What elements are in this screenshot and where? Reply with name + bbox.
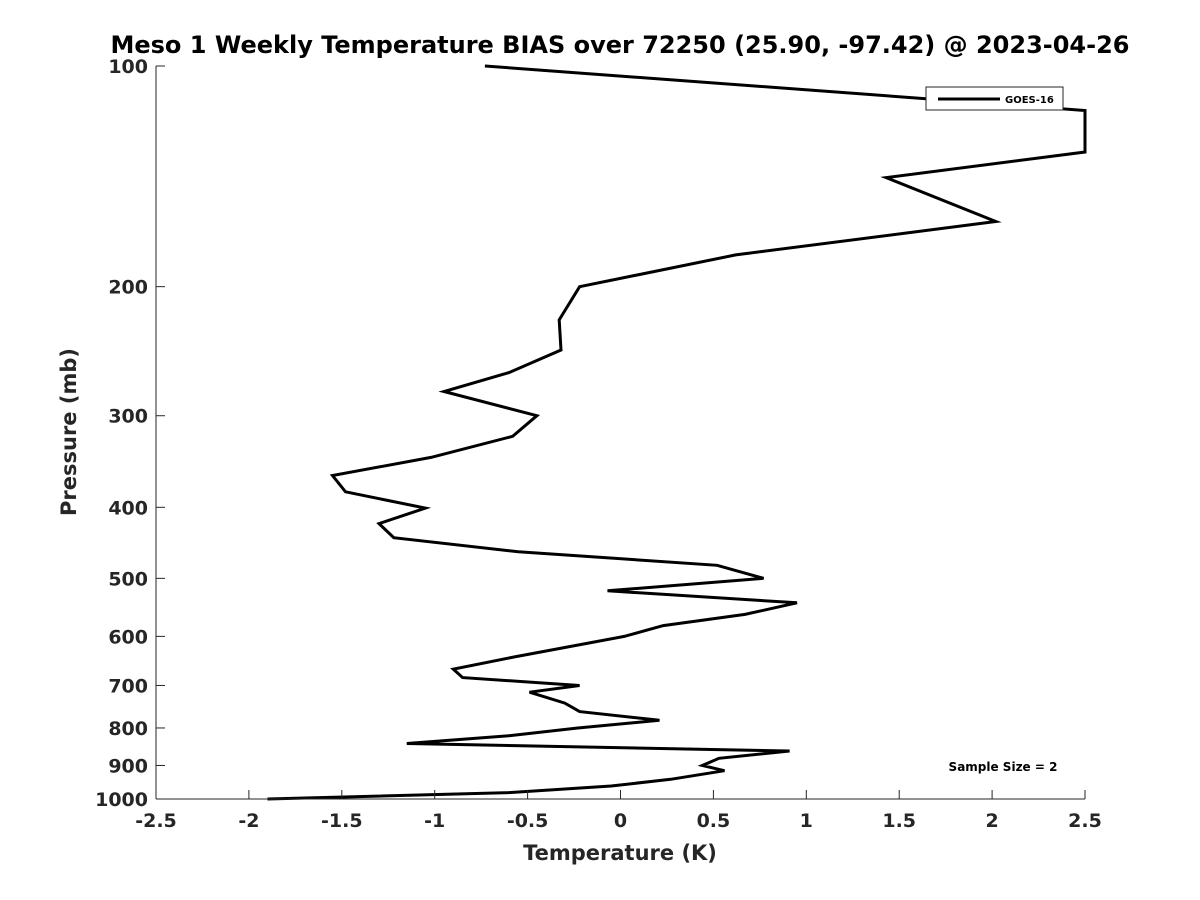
legend: GOES-16 xyxy=(925,86,1064,111)
chart-title: Meso 1 Weekly Temperature BIAS over 7225… xyxy=(110,31,1129,59)
x-tick-label: -2 xyxy=(238,810,259,832)
y-axis-label: Pressure (mb) xyxy=(57,348,81,516)
y-tick-label: 100 xyxy=(108,56,148,78)
series-line-goes16 xyxy=(267,64,1087,801)
x-axis-label: Temperature (K) xyxy=(523,841,717,865)
axes-background xyxy=(156,66,1085,799)
x-tick-label: 0 xyxy=(614,810,627,832)
series-layer xyxy=(267,64,1087,801)
y-tick-label: 700 xyxy=(108,675,148,697)
y-tick-label: 600 xyxy=(108,626,148,648)
x-tick-label: 1 xyxy=(800,810,813,832)
y-tick-label: 200 xyxy=(108,277,148,299)
y-tick-label: 1000 xyxy=(95,789,148,811)
sample-size-annotation: Sample Size = 2 xyxy=(949,760,1058,774)
x-tick-label: -1 xyxy=(424,810,445,832)
legend-label-goes16: GOES-16 xyxy=(1005,95,1054,106)
y-tick-label: 900 xyxy=(108,755,148,777)
x-tick-label: 1.5 xyxy=(882,810,916,832)
x-tick-label: 2.5 xyxy=(1068,810,1102,832)
y-ticks: 100 200 300 400 500 600 700 800 900 1000 xyxy=(95,56,165,811)
x-ticks: -2.5 -2 -1.5 -1 -0.5 0 0.5 1 1.5 2 2.5 xyxy=(135,790,1102,832)
y-tick-label: 300 xyxy=(108,406,148,428)
x-tick-label: -0.5 xyxy=(507,810,549,832)
x-tick-label: 2 xyxy=(985,810,998,832)
y-tick-label: 500 xyxy=(108,568,148,590)
x-tick-label: -1.5 xyxy=(321,810,363,832)
y-tick-label: 800 xyxy=(108,718,148,740)
x-tick-label: -2.5 xyxy=(135,810,177,832)
plot-area: -2.5 -2 -1.5 -1 -0.5 0 0.5 1 1.5 2 2.5 100 200 300 40… xyxy=(95,56,1102,832)
y-tick-label: 400 xyxy=(108,497,148,519)
x-tick-label: 0.5 xyxy=(697,810,731,832)
